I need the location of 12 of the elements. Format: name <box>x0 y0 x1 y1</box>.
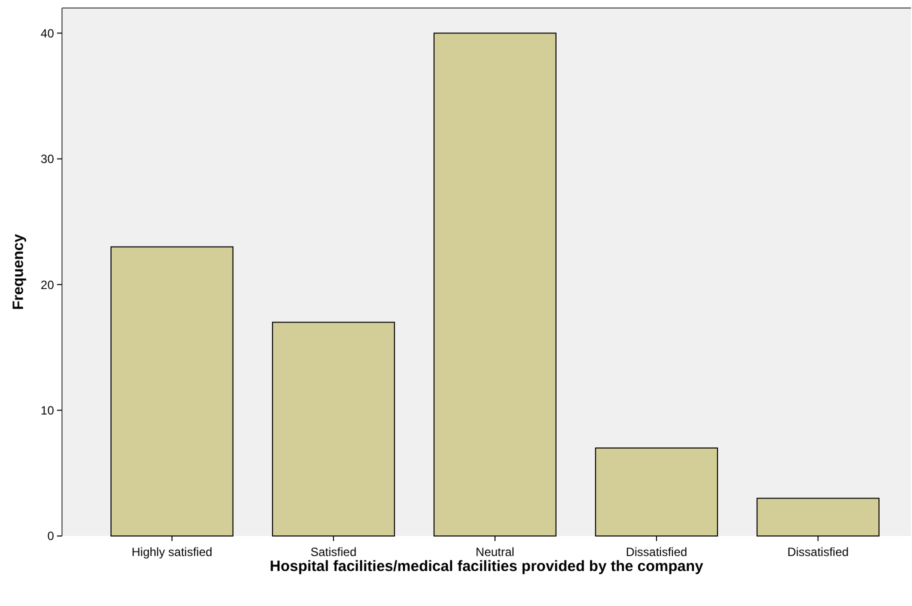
x-tick-label: Neutral <box>476 545 514 559</box>
x-tick-label: Dissatisfied <box>787 545 849 559</box>
x-tick-label: Dissatisfied <box>626 545 688 559</box>
y-axis-title: Frequency <box>10 233 27 310</box>
x-axis-title: Hospital facilities/medical facilities provided by the company <box>270 558 704 575</box>
x-tick-label: Highly satisfied <box>132 545 212 559</box>
y-tick-label: 20 <box>40 278 54 292</box>
y-tick-label: 10 <box>40 403 54 418</box>
y-tick-label: 0 <box>47 529 54 544</box>
x-tick-label: Satisfied <box>310 545 356 559</box>
y-tick-label: 40 <box>40 26 54 40</box>
y-tick-label: 30 <box>40 152 54 166</box>
